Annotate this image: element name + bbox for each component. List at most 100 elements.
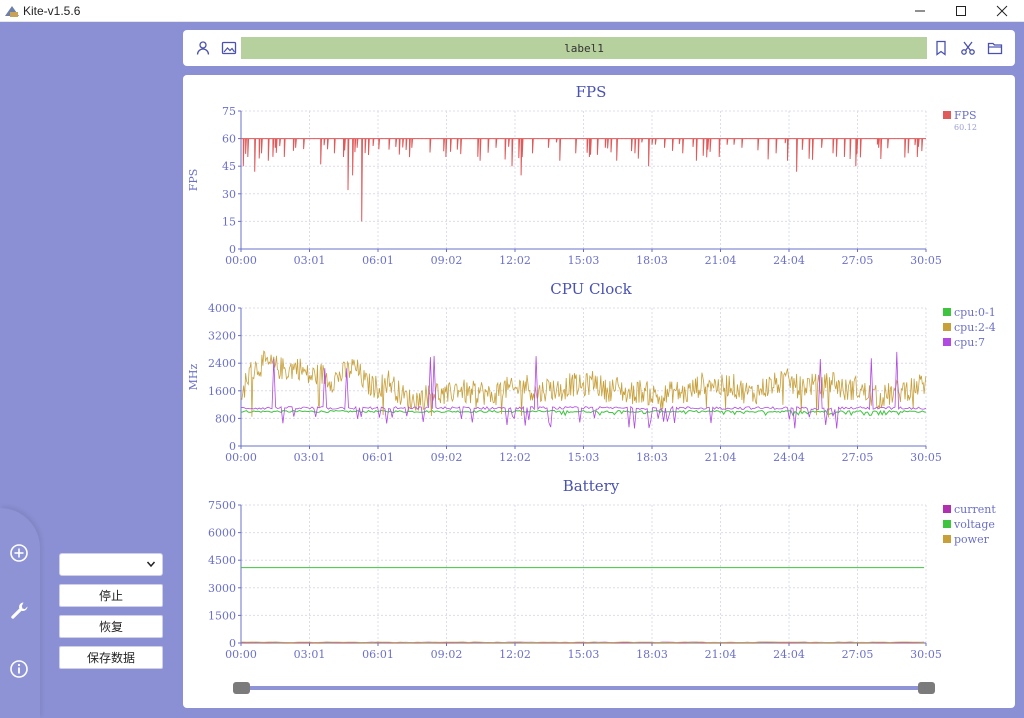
x-tick-label: 24:04 — [773, 648, 805, 661]
cpu-0-1-series-line — [240, 409, 926, 417]
add-button[interactable] — [8, 542, 30, 564]
legend-label: cpu:0-1 — [954, 306, 996, 319]
y-tick-label: 1500 — [208, 609, 236, 622]
y-tick-label: 75 — [222, 105, 236, 118]
chevron-down-icon — [146, 561, 156, 568]
y-tick-label: 0 — [229, 440, 236, 453]
legend-swatch — [943, 535, 951, 543]
x-tick-label: 00:00 — [225, 254, 257, 267]
x-tick-label: 21:04 — [705, 254, 737, 267]
x-tick-label: 09:02 — [431, 648, 463, 661]
x-tick-label: 06:01 — [362, 451, 394, 464]
legend-label: FPS — [954, 109, 977, 122]
app-icon — [5, 5, 19, 17]
y-axis-label: FPS — [187, 169, 200, 192]
y-tick-label: 60 — [222, 133, 236, 146]
user-button[interactable] — [195, 40, 211, 56]
scissors-icon — [961, 41, 975, 55]
x-tick-label: 03:01 — [294, 254, 326, 267]
legend-value: 60.12 — [954, 123, 977, 132]
chart-title: CPU Clock — [550, 280, 632, 298]
x-tick-label: 12:02 — [499, 648, 531, 661]
window-title: Kite-v1.5.6 — [23, 3, 81, 18]
power-series-line — [240, 641, 925, 644]
image-button[interactable] — [221, 40, 237, 56]
x-tick-label: 03:01 — [294, 648, 326, 661]
y-tick-label: 3000 — [208, 582, 236, 595]
y-tick-label: 3200 — [208, 330, 236, 343]
chart-cpu-clock: CPU Clock 4000 3200 2400 1600 800 000:00 03:01 0… — [187, 280, 996, 464]
x-tick-label: 00:00 — [225, 451, 257, 464]
time-range-slider[interactable] — [238, 686, 930, 690]
x-tick-label: 27:05 — [842, 648, 874, 661]
x-tick-label: 24:04 — [773, 254, 805, 267]
y-tick-label: 15 — [222, 215, 236, 228]
x-tick-label: 30:05 — [910, 451, 942, 464]
toolbar: label1 — [183, 30, 1015, 66]
close-icon — [996, 5, 1008, 17]
x-tick-label: 18:03 — [636, 648, 668, 661]
open-folder-button[interactable] — [987, 40, 1003, 56]
legend-swatch — [943, 323, 951, 331]
sidebar-menu — [0, 508, 40, 718]
wrench-icon — [11, 602, 28, 619]
charts-panel: FPS 75 60 45 30 15 0 00:00 03:01 06:01 09:02 12:02 1… — [183, 75, 1015, 708]
legend-label: cpu:7 — [954, 336, 985, 349]
legend-swatch — [943, 308, 951, 316]
label-bar[interactable]: label1 — [241, 37, 927, 59]
x-tick-label: 15:03 — [568, 648, 600, 661]
y-tick-label: 4500 — [208, 554, 236, 567]
chart-title: Battery — [563, 477, 620, 495]
cpu-7-series-line — [240, 351, 927, 429]
y-tick-label: 0 — [229, 243, 236, 256]
resume-button[interactable]: 恢复 — [59, 615, 163, 638]
y-tick-label: 2400 — [208, 357, 236, 370]
x-tick-label: 21:04 — [705, 451, 737, 464]
x-tick-label: 30:05 — [910, 648, 942, 661]
image-icon — [221, 41, 237, 55]
x-tick-label: 03:01 — [294, 451, 326, 464]
scissors-button[interactable] — [960, 40, 976, 56]
folder-icon — [987, 42, 1003, 55]
close-button[interactable] — [982, 0, 1022, 22]
y-tick-label: 6000 — [208, 527, 236, 540]
info-icon — [10, 660, 28, 678]
minimize-icon — [915, 10, 925, 12]
y-tick-label: 7500 — [208, 499, 236, 512]
legend-swatch — [943, 505, 951, 513]
device-select[interactable] — [59, 553, 163, 576]
info-button[interactable] — [8, 658, 30, 680]
chart-battery: Battery 7500 6000 4500 3000 1500 000:00 03:01 06… — [208, 477, 996, 661]
x-tick-label: 00:00 — [225, 648, 257, 661]
legend-label: current — [954, 503, 996, 516]
x-tick-label: 12:02 — [499, 451, 531, 464]
stop-button[interactable]: 停止 — [59, 584, 163, 607]
maximize-icon — [956, 6, 966, 16]
slider-start-handle[interactable] — [233, 682, 250, 694]
x-tick-label: 27:05 — [842, 254, 874, 267]
add-circle-icon — [10, 544, 28, 562]
minimize-button[interactable] — [900, 0, 940, 22]
x-tick-label: 30:05 — [910, 254, 942, 267]
x-tick-label: 09:02 — [431, 451, 463, 464]
y-tick-label: 30 — [222, 188, 236, 201]
x-tick-label: 15:03 — [568, 451, 600, 464]
user-icon — [196, 41, 210, 55]
title-bar: Kite-v1.5.6 — [0, 0, 1024, 22]
x-tick-label: 27:05 — [842, 451, 874, 464]
cpu-2-4-series-line — [240, 350, 927, 418]
device-select-value — [60, 558, 66, 572]
save-data-button[interactable]: 保存数据 — [59, 646, 163, 669]
maximize-button[interactable] — [941, 0, 981, 22]
slider-end-handle[interactable] — [918, 682, 935, 694]
y-axis-label: MHz — [187, 363, 200, 390]
y-tick-label: 0 — [229, 637, 236, 650]
chart-fps: FPS 75 60 45 30 15 000:00 03:01 06:01 09:02 12:02 1… — [187, 83, 977, 267]
legend-swatch — [943, 338, 951, 346]
x-tick-label: 21:04 — [705, 648, 737, 661]
tools-button[interactable] — [8, 599, 30, 621]
y-tick-label: 4000 — [208, 302, 236, 315]
legend-swatch — [943, 520, 951, 528]
bookmark-button[interactable] — [933, 40, 949, 56]
y-tick-label: 800 — [215, 412, 236, 425]
